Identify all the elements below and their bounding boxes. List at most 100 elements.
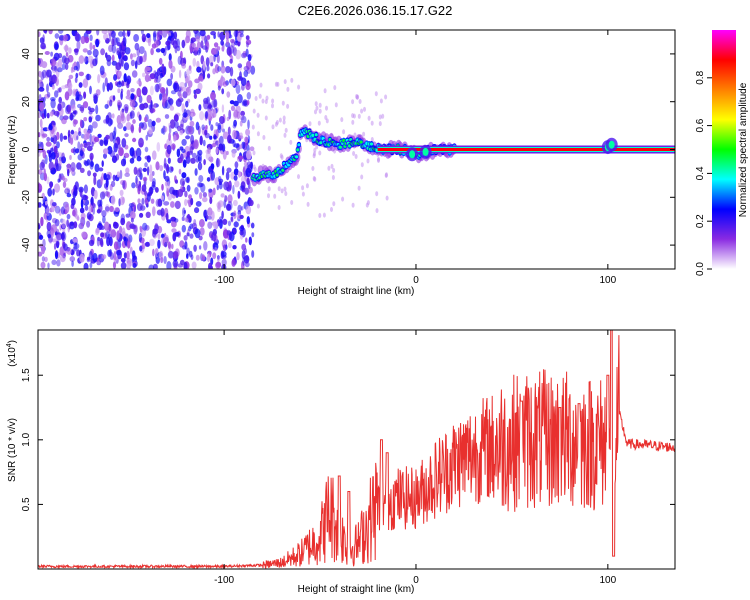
y-tick-label: 0 <box>21 146 32 152</box>
heatmap-sparse-blob <box>273 193 277 199</box>
x-tick-label: -100 <box>214 575 234 586</box>
heatmap-noise-blob <box>84 36 90 44</box>
heatmap-noise-blob <box>80 212 86 220</box>
heatmap-sparse-blob <box>318 150 322 156</box>
heatmap-noise-blob <box>110 195 116 205</box>
heatmap-noise-blob <box>163 66 167 75</box>
heatmap-noise-blob <box>225 171 230 181</box>
heatmap-noise-blob <box>79 253 85 263</box>
heatmap-noise-blob <box>231 150 236 158</box>
heatmap-noise-blob <box>112 261 117 269</box>
heatmap-noise-blob <box>113 222 119 229</box>
heatmap-noise-blob <box>241 52 247 59</box>
heatmap-noise-blob <box>62 34 68 42</box>
heatmap-noise-blob <box>118 31 124 37</box>
heatmap-noise-blob <box>119 189 124 197</box>
heatmap-noise-blob <box>217 124 222 134</box>
heatmap-noise-blob <box>111 37 115 47</box>
heatmap-sparse-blob <box>366 200 370 206</box>
heatmap-ridge-core <box>319 141 323 145</box>
heatmap-noise-blob <box>221 251 227 258</box>
heatmap-noise-blob <box>212 187 216 196</box>
heatmap-noise-blob <box>75 91 80 101</box>
snr-frame <box>37 329 676 570</box>
heatmap-noise-blob <box>226 46 232 56</box>
heatmap-noise-blob <box>181 39 186 49</box>
heatmap-noise-blob <box>48 124 53 131</box>
heatmap-noise-blob <box>101 30 108 34</box>
heatmap-noise-blob <box>203 100 209 110</box>
heatmap-noise-blob <box>246 216 250 225</box>
heatmap-noise-blob <box>125 167 130 174</box>
heatmap-noise-blob <box>120 217 126 226</box>
heatmap-noise-blob <box>97 74 101 84</box>
heatmap-sparse-blob <box>271 98 275 104</box>
heatmap-noise-blob <box>126 239 131 249</box>
heatmap-noise-blob <box>125 122 132 130</box>
heatmap-noise-blob <box>95 104 99 115</box>
heatmap-noise-blob <box>205 57 210 67</box>
heatmap-noise-blob <box>213 47 218 55</box>
y-tick-label: 1.5 <box>21 368 32 382</box>
heatmap-noise-blob <box>243 70 249 78</box>
heatmap-noise-blob <box>147 118 153 128</box>
heatmap-noise-blob <box>39 81 42 87</box>
heatmap-noise-blob <box>153 32 157 42</box>
heatmap-noise-blob <box>116 230 120 240</box>
heatmap-noise-blob <box>165 45 171 51</box>
heatmap-noise-blob <box>85 30 92 35</box>
heatmap-noise-blob <box>244 187 250 195</box>
heatmap-noise-blob <box>63 135 68 140</box>
heatmap-noise-blob <box>79 167 85 173</box>
heatmap-noise-blob <box>119 169 123 180</box>
heatmap-noise-blob <box>239 120 243 127</box>
heatmap-noise-blob <box>52 188 55 196</box>
heatmap-noise-blob <box>46 176 50 185</box>
heatmap-noise-blob <box>177 55 182 65</box>
heatmap-noise-blob <box>242 257 245 266</box>
heatmap-noise-blob <box>222 218 228 225</box>
heatmap-noise-blob <box>94 163 100 173</box>
heatmap-noise-blob <box>56 259 61 267</box>
heatmap-noise-blob <box>212 252 217 260</box>
heatmap-noise-blob <box>89 34 93 41</box>
heatmap-noise-blob <box>82 101 89 109</box>
heatmap-noise-blob <box>248 186 253 194</box>
heatmap-noise-blob <box>80 35 86 45</box>
heatmap-noise-blob <box>240 77 247 86</box>
heatmap-noise-blob <box>83 159 87 166</box>
snr-scale-prefix: (x10 <box>7 347 18 367</box>
heatmap-noise-region <box>38 30 389 269</box>
heatmap-sparse-blob <box>265 95 269 101</box>
heatmap-noise-blob <box>225 31 230 40</box>
heatmap-noise-blob <box>229 137 232 144</box>
heatmap-noise-blob <box>108 44 114 53</box>
heatmap-noise-blob <box>124 47 131 55</box>
heatmap-noise-blob <box>92 172 97 178</box>
heatmap-sparse-blob <box>357 185 361 191</box>
heatmap-noise-blob <box>184 82 187 88</box>
heatmap-noise-blob <box>229 100 235 105</box>
heatmap-noise-blob <box>48 30 53 35</box>
heatmap-sparse-blob <box>275 120 279 125</box>
heatmap-noise-blob <box>144 162 148 168</box>
heatmap-noise-blob <box>206 253 211 263</box>
heatmap-noise-blob <box>68 47 72 54</box>
heatmap-noise-blob <box>188 194 192 200</box>
heatmap-noise-blob <box>142 222 148 231</box>
heatmap-noise-blob <box>134 60 138 69</box>
heatmap-noise-blob <box>181 224 186 233</box>
heatmap-noise-blob <box>206 34 211 40</box>
heatmap-sparse-blob <box>262 135 266 140</box>
heatmap-noise-blob <box>202 60 206 71</box>
heatmap-noise-blob <box>141 197 145 206</box>
heatmap-noise-blob <box>149 85 154 96</box>
heatmap-sparse-blob <box>379 98 383 104</box>
heatmap-noise-blob <box>77 103 82 109</box>
heatmap-noise-blob <box>152 248 155 257</box>
heatmap-sparse-blob <box>357 113 361 119</box>
heatmap-noise-blob <box>239 225 245 232</box>
heatmap-noise-blob <box>226 38 229 46</box>
heatmap-noise-blob <box>227 220 232 227</box>
heatmap-noise-blob <box>69 256 76 262</box>
